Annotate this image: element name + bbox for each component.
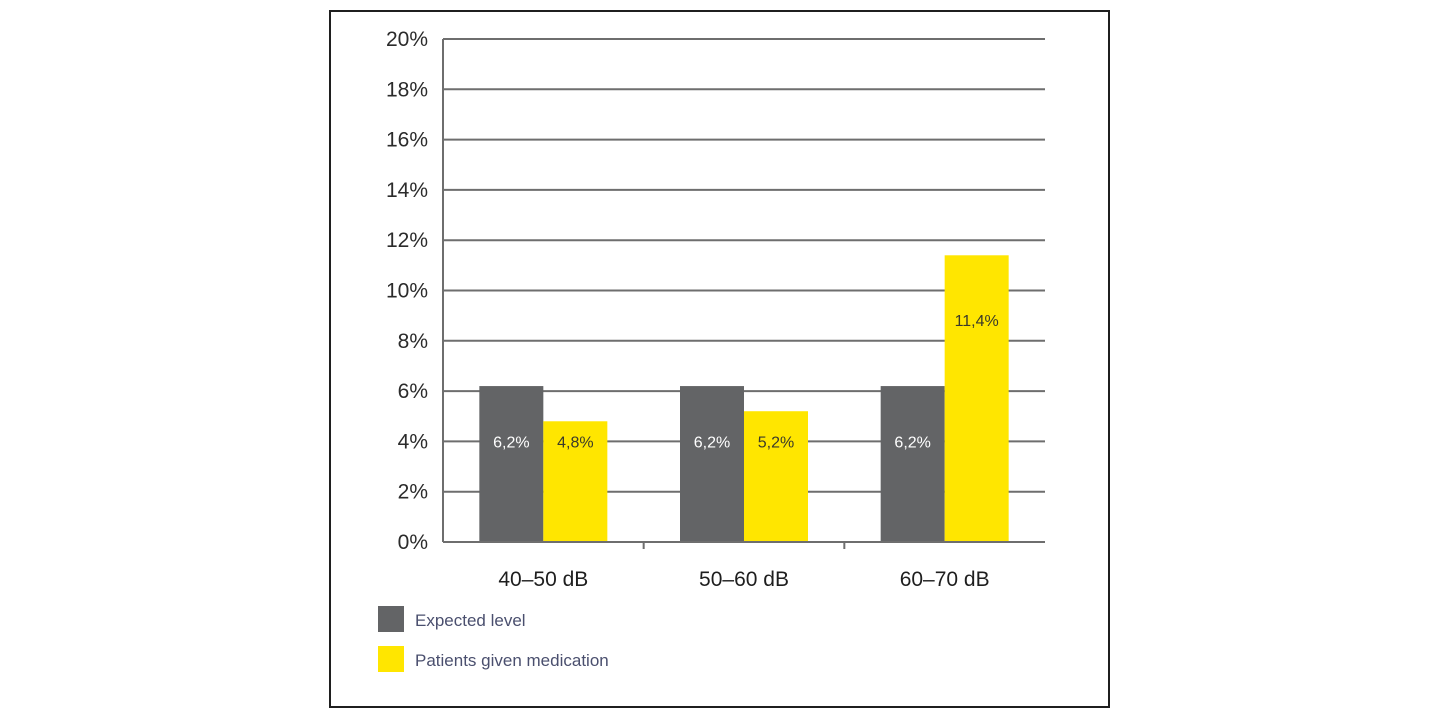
data-label: 6,2% <box>894 434 930 451</box>
y-axis-ticks: 0% 2% 4% 6% 8% 10% 12% 14% 16% 18% 20% <box>386 28 428 554</box>
data-label: 6,2% <box>493 434 529 451</box>
data-label: 5,2% <box>758 434 794 451</box>
bar <box>479 386 544 542</box>
legend-label: Patients given medication <box>415 651 609 670</box>
y-tick-label: 16% <box>386 129 428 152</box>
legend-swatch <box>378 646 404 672</box>
y-tick-label: 6% <box>398 380 428 403</box>
y-tick-label: 4% <box>398 430 428 453</box>
y-tick-label: 0% <box>398 531 428 554</box>
legend-label: Expected level <box>415 611 526 630</box>
y-tick-label: 10% <box>386 280 428 303</box>
x-axis-ticks: 40–50 dB 50–60 dB 60–70 dB <box>443 541 1045 591</box>
legend: Expected level Patients given medication <box>378 606 609 672</box>
x-tick-label: 40–50 dB <box>498 568 588 591</box>
y-tick-label: 18% <box>386 78 428 101</box>
data-label: 4,8% <box>557 434 593 451</box>
x-tick-label: 60–70 dB <box>900 568 990 591</box>
bars: 6,2% 4,8% 6,2% 5,2% 6,2% 11,4% <box>479 255 1009 543</box>
bar-chart: 0%2%4%6%8%10%12%14%16%18%20% 6,2% 4,8% 6,2… <box>378 28 1045 672</box>
bar <box>944 255 1009 543</box>
chart-frame: 0% 2% 4% 6% 8% 10% 12% 14% 16% 18% 20% 6,2% 4,8% 6,2… <box>329 10 1110 708</box>
legend-swatch <box>378 606 404 632</box>
data-label: 11,4% <box>955 313 999 330</box>
bar <box>744 411 808 542</box>
y-tick-label: 2% <box>398 481 428 504</box>
y-tick-label: 8% <box>398 330 428 353</box>
data-label: 6,2% <box>694 434 730 451</box>
bar <box>880 386 945 542</box>
y-tick-label: 14% <box>386 179 428 202</box>
bar <box>543 421 608 542</box>
bar <box>680 386 744 542</box>
y-tick-label: 12% <box>386 229 428 252</box>
y-tick-label: 20% <box>386 28 428 51</box>
x-tick-label: 50–60 dB <box>699 568 789 591</box>
